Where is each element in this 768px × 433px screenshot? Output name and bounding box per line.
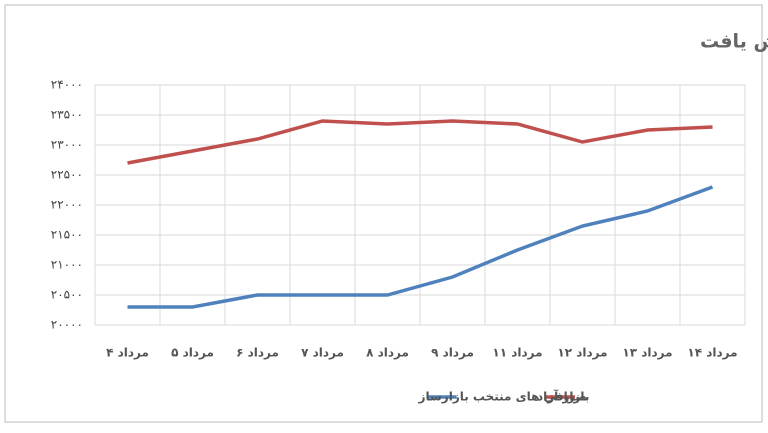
- y-tick-label: ۲۳۵۰۰: [51, 108, 83, 122]
- x-tick-label: ۵ مرداد: [171, 346, 214, 360]
- x-tick-label: ۱۴ مرداد: [687, 346, 737, 360]
- y-tick-label: ۲۱۰۰۰: [51, 258, 83, 272]
- y-tick-label: ۲۰۰۰۰: [51, 318, 83, 332]
- y-tick-label: ۲۲۰۰۰: [51, 198, 83, 212]
- x-tick-label: ۱۳ مرداد: [622, 346, 672, 360]
- line-series: [127, 119, 713, 165]
- chart-title: فاصله قیمت صرافی های منتخب با بازار آزاد…: [700, 29, 768, 53]
- y-tick-label: ۲۳۰۰۰: [51, 138, 83, 152]
- x-tick-label: ۹ مرداد: [431, 346, 474, 360]
- x-tick-label: ۷ مرداد: [301, 346, 344, 360]
- line-series: [127, 185, 714, 309]
- x-tick-label: ۴ مرداد: [106, 346, 149, 360]
- x-tick-label: ۱۲ مرداد: [557, 346, 607, 360]
- y-tick-label: ۲۰۵۰۰: [51, 288, 83, 302]
- x-tick-label: ۱۱ مرداد: [492, 346, 542, 360]
- x-tick-label: ۶ مرداد: [236, 346, 279, 360]
- y-tick-label: ۲۲۵۰۰: [51, 168, 83, 182]
- x-tick-label: ۸ مرداد: [366, 346, 409, 360]
- legend-label: صرافی های منتخب بازارساز: [418, 390, 587, 404]
- y-tick-label: ۲۴۰۰۰: [51, 78, 83, 92]
- y-tick-label: ۲۱۵۰۰: [51, 228, 83, 242]
- legend-label: بازار آزاد: [537, 389, 589, 404]
